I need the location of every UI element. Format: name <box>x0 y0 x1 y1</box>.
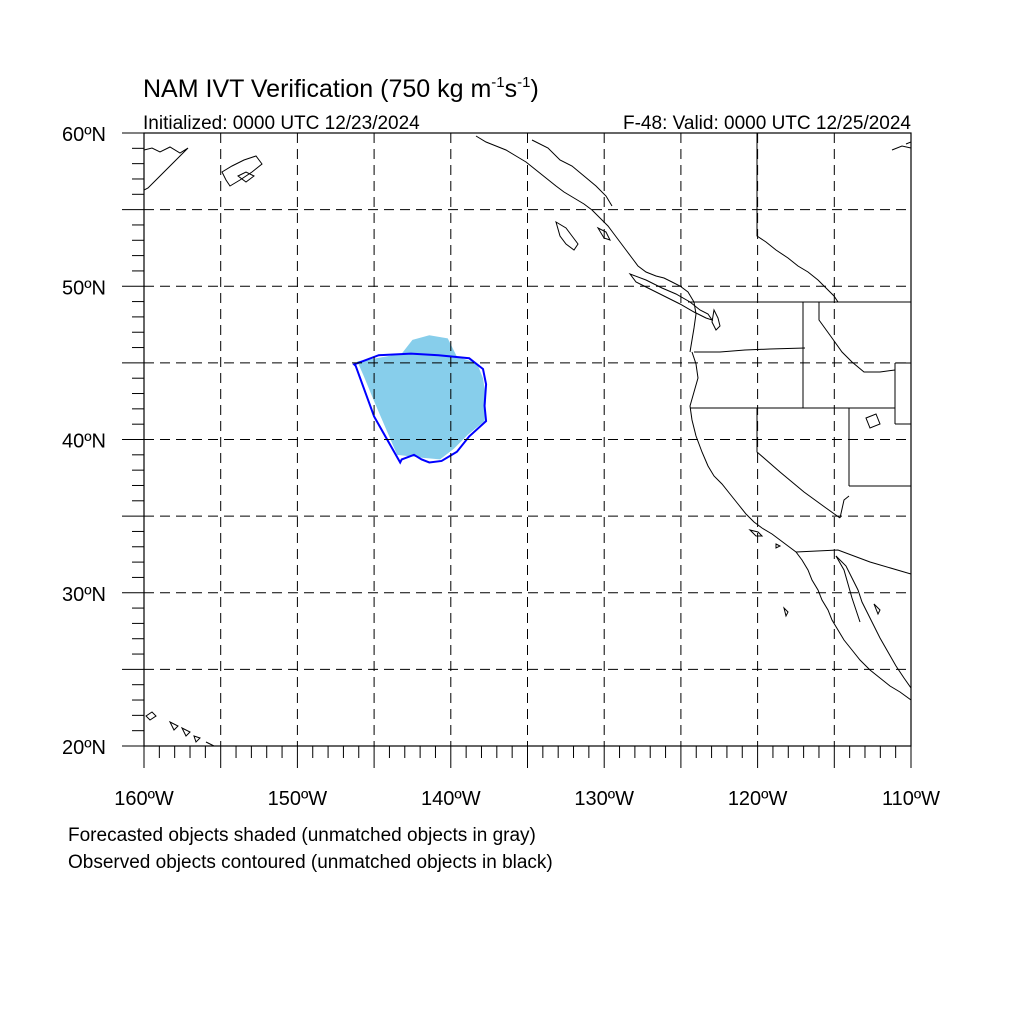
coastline-outlines <box>144 135 911 746</box>
lon-label: 160ºW <box>114 788 174 810</box>
lon-label: 120ºW <box>728 788 788 810</box>
lat-label: 20ºN <box>62 737 106 759</box>
lat-lon-gridlines <box>144 133 911 746</box>
lat-label: 60ºN <box>62 124 106 146</box>
lon-label: 150ºW <box>268 788 328 810</box>
axis-ticks <box>122 132 912 768</box>
lat-label: 30ºN <box>62 584 106 606</box>
lon-label: 140ºW <box>421 788 481 810</box>
political-boundaries <box>688 133 911 575</box>
lat-label: 50ºN <box>62 277 106 299</box>
axis-labels: 60ºN 50ºN 40ºN 30ºN 20ºN 160ºW 150ºW 140ºW 130ºW… <box>62 124 940 810</box>
valid-time-label: F-48: Valid: 0000 UTC 12/25/2024 <box>623 113 911 134</box>
lon-label: 130ºW <box>574 788 634 810</box>
observed-ivt-object-contour <box>352 352 488 465</box>
init-time-label: Initialized: 0000 UTC 12/23/2024 <box>143 113 420 134</box>
forecast-ivt-object <box>357 335 487 460</box>
lat-label: 40ºN <box>62 431 106 453</box>
lon-label: 110ºW <box>882 788 940 810</box>
forecast-legend-note: Forecasted objects shaded (unmatched obj… <box>68 825 536 846</box>
observed-legend-note: Observed objects contoured (unmatched ob… <box>68 852 553 873</box>
map-title: NAM IVT Verification (750 kg m-1s-1) <box>143 74 539 103</box>
map-frame <box>143 132 912 747</box>
